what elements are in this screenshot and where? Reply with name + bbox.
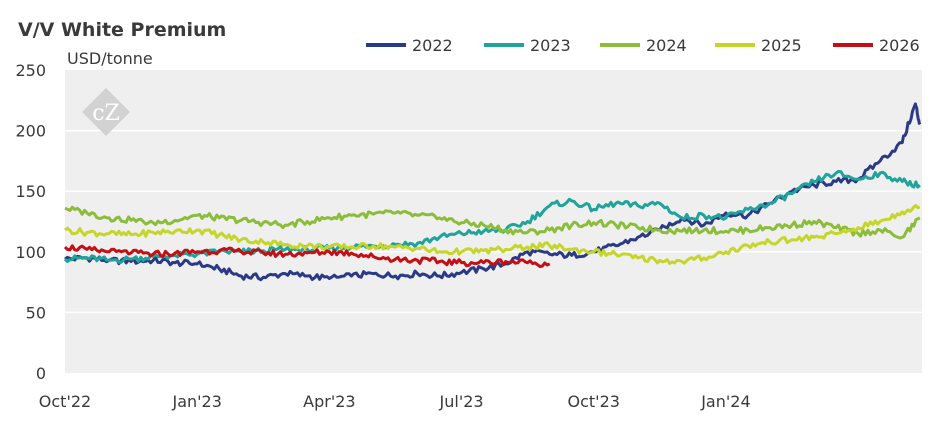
legend-item-2023: 2023 xyxy=(484,36,571,55)
y-tick-label: 200 xyxy=(15,122,46,141)
x-tick-label: Oct'23 xyxy=(568,392,620,411)
legend-label: 2026 xyxy=(879,36,920,55)
series-line-2026 xyxy=(63,244,551,268)
legend-item-2026: 2026 xyxy=(833,36,920,55)
legend-label: 2025 xyxy=(761,36,802,55)
y-axis: 0 50 100 150 200 250 xyxy=(15,61,46,383)
x-tick-label: Apr'23 xyxy=(303,392,355,411)
series-lines xyxy=(63,102,922,282)
y-tick-label: 0 xyxy=(36,364,46,383)
x-axis: Oct'22 Jan'23 Apr'23 Jul'23 Oct'23 Jan'24 xyxy=(39,392,751,411)
x-tick-label: Jan'23 xyxy=(171,392,221,411)
legend-item-2025: 2025 xyxy=(715,36,802,55)
legend: 2022 2023 2024 2025 2026 xyxy=(366,36,920,55)
legend-label: 2024 xyxy=(646,36,687,55)
series-line-2025 xyxy=(64,204,921,265)
legend-item-2024: 2024 xyxy=(600,36,687,55)
y-tick-label: 250 xyxy=(15,61,46,80)
x-tick-label: Oct'22 xyxy=(39,392,91,411)
plot-background xyxy=(65,70,922,373)
legend-label: 2023 xyxy=(530,36,571,55)
y-tick-label: 50 xyxy=(26,303,46,322)
y-axis-unit: USD/tonne xyxy=(67,49,153,68)
chart-title: V/V White Premium xyxy=(18,19,226,41)
legend-item-2022: 2022 xyxy=(366,36,453,55)
x-tick-label: Jan'24 xyxy=(700,392,750,411)
legend-label: 2022 xyxy=(412,36,453,55)
series-line-2024 xyxy=(64,205,921,240)
y-tick-label: 150 xyxy=(15,182,46,201)
watermark-logo: cZ xyxy=(82,88,130,136)
y-tick-label: 100 xyxy=(15,243,46,262)
x-tick-label: Jul'23 xyxy=(439,392,484,411)
logo-text: cZ xyxy=(92,101,120,126)
